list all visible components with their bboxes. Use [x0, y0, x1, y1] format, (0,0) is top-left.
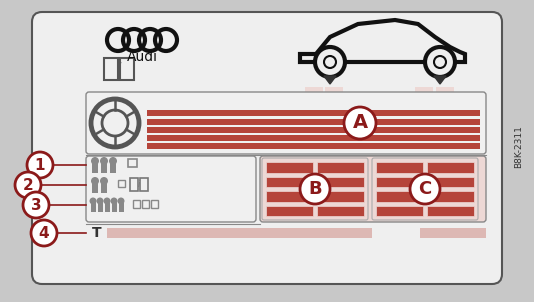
Bar: [317, 162, 364, 172]
Bar: [101, 163, 107, 173]
Bar: [420, 228, 486, 238]
Text: Audi: Audi: [127, 50, 158, 64]
Circle shape: [90, 198, 97, 204]
Bar: [98, 203, 103, 212]
FancyBboxPatch shape: [262, 158, 368, 220]
Bar: [305, 87, 323, 139]
Text: 2: 2: [22, 178, 33, 192]
Bar: [147, 127, 480, 133]
Bar: [325, 87, 343, 139]
Bar: [130, 178, 138, 191]
FancyBboxPatch shape: [86, 92, 486, 154]
Circle shape: [117, 198, 124, 204]
Text: T: T: [92, 226, 102, 240]
Text: 3: 3: [30, 198, 41, 213]
Circle shape: [100, 157, 108, 165]
Circle shape: [15, 172, 41, 198]
Bar: [427, 176, 474, 187]
Bar: [266, 205, 313, 216]
Circle shape: [91, 99, 139, 147]
Circle shape: [91, 157, 99, 165]
Bar: [427, 191, 474, 201]
Circle shape: [97, 198, 104, 204]
Bar: [376, 205, 423, 216]
Circle shape: [300, 174, 330, 204]
Bar: [147, 143, 480, 149]
Polygon shape: [324, 76, 336, 84]
Bar: [147, 110, 480, 116]
Bar: [140, 178, 148, 191]
Bar: [110, 163, 116, 173]
Bar: [427, 205, 474, 216]
Bar: [376, 176, 423, 187]
Bar: [266, 191, 313, 201]
Circle shape: [104, 198, 111, 204]
Circle shape: [410, 174, 440, 204]
Bar: [266, 162, 313, 172]
Text: B: B: [308, 180, 322, 198]
Bar: [147, 135, 480, 141]
Circle shape: [91, 177, 99, 185]
Bar: [266, 176, 313, 187]
Circle shape: [111, 198, 117, 204]
Text: i: i: [138, 180, 140, 189]
Bar: [376, 191, 423, 201]
Bar: [92, 163, 98, 173]
Bar: [101, 183, 107, 193]
Polygon shape: [434, 76, 446, 84]
Bar: [90, 203, 96, 212]
Bar: [415, 87, 433, 139]
Text: C: C: [418, 180, 431, 198]
Bar: [436, 87, 454, 139]
Bar: [112, 203, 116, 212]
Text: A: A: [352, 114, 367, 133]
FancyBboxPatch shape: [260, 156, 486, 222]
Text: i: i: [117, 63, 121, 76]
FancyBboxPatch shape: [32, 12, 502, 284]
Bar: [427, 162, 474, 172]
Circle shape: [344, 107, 376, 139]
Bar: [317, 191, 364, 201]
Text: B8K-2311: B8K-2311: [514, 126, 523, 169]
Bar: [317, 176, 364, 187]
Bar: [147, 119, 480, 125]
Circle shape: [109, 157, 117, 165]
Bar: [119, 203, 123, 212]
FancyBboxPatch shape: [372, 158, 478, 220]
Text: 4: 4: [38, 226, 49, 240]
Circle shape: [31, 220, 57, 246]
Bar: [317, 205, 364, 216]
Circle shape: [100, 177, 108, 185]
Bar: [128, 159, 137, 167]
Bar: [133, 200, 140, 208]
Bar: [151, 200, 158, 208]
Bar: [376, 162, 423, 172]
Bar: [92, 183, 98, 193]
Circle shape: [315, 47, 345, 77]
Bar: [118, 180, 125, 187]
Circle shape: [27, 152, 53, 178]
Bar: [142, 200, 149, 208]
Bar: [105, 203, 109, 212]
FancyBboxPatch shape: [86, 156, 256, 222]
Bar: [107, 228, 372, 238]
Circle shape: [425, 47, 455, 77]
Circle shape: [23, 192, 49, 218]
Circle shape: [102, 110, 128, 136]
Text: 1: 1: [35, 158, 45, 172]
